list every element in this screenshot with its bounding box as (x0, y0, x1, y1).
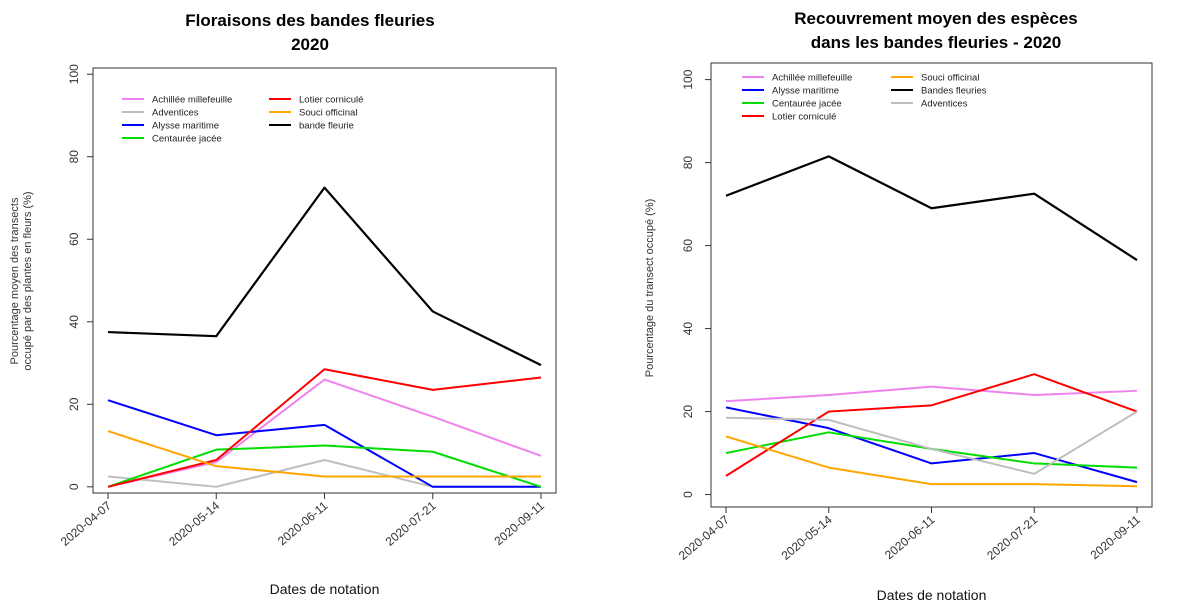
coverage-title-line: Recouvrement moyen des espèces (794, 9, 1077, 28)
coverage-legend-label: Lotier corniculé (772, 112, 836, 123)
coverage-title-line: dans les bandes fleuries - 2020 (811, 33, 1061, 52)
flowering-xtick-label: 2020-09-11 (492, 498, 548, 548)
coverage-chart: Recouvrement moyen des espèces dans les b… (589, 0, 1178, 603)
coverage-series-line-6 (725, 410, 1138, 475)
coverage-xtick-label: 2020-04-07 (676, 512, 732, 562)
flowering-ylabel-line: occupé par des plantes en fleurs (%) (22, 191, 34, 370)
coverage-xlabel: Dates de notation (877, 587, 987, 603)
flowering-xtick-label: 2020-07-21 (383, 498, 439, 548)
flowering-ytick-label: 80 (67, 150, 81, 164)
coverage-ylabel-line: Pourcentage du transect occupé (%) (644, 199, 656, 378)
flowering-series-line-2 (107, 399, 541, 488)
coverage-series-line-4 (725, 435, 1138, 488)
flowering-ytick-label: 0 (67, 483, 81, 490)
flowering-legend-label: Achillée millefeuille (152, 95, 232, 106)
flowering-legend-label: Centaurée jacée (152, 134, 222, 145)
flowering-series-line-4 (107, 368, 542, 488)
flowering-ylabel-line: Pourcentage moyen des transects (9, 197, 21, 364)
coverage-plot-frame (710, 62, 1153, 508)
flowering-xtick-label: 2020-06-11 (275, 498, 331, 548)
coverage-series-line-5 (725, 155, 1138, 262)
coverage-legend-label: Adventices (921, 99, 968, 110)
flowering-ytick-label: 60 (67, 232, 81, 246)
coverage-legend-label: Alysse maritime (772, 86, 839, 97)
flowering-ytick-label: 20 (67, 397, 81, 411)
flowering-legend-label: Adventices (152, 108, 199, 119)
coverage-ytick-label: 100 (681, 69, 695, 89)
flowering-chart-svg: Floraisons des bandes fleuries 2020 0 20 40 6… (9, 11, 557, 597)
flowering-plot-frame (92, 67, 557, 494)
coverage-xtick-label: 2020-09-11 (1088, 512, 1144, 562)
flowering-legend-label: bande fleurie (299, 121, 354, 132)
flowering-title-line: 2020 (291, 35, 329, 54)
coverage-xtick-label: 2020-07-21 (984, 512, 1040, 562)
flowering-xlabel: Dates de notation (270, 581, 380, 597)
coverage-legend-label: Centaurée jacée (772, 99, 842, 110)
coverage-ytick-label: 20 (681, 405, 695, 419)
flowering-ytick-label: 40 (67, 315, 81, 329)
coverage-chart-svg: Recouvrement moyen des espèces dans les b… (644, 9, 1153, 603)
coverage-series-line-0 (725, 385, 1138, 403)
flowering-series-line-5 (107, 430, 541, 478)
coverage-ytick-label: 80 (681, 156, 695, 170)
coverage-ytick-label: 0 (681, 491, 695, 498)
flowering-legend-label: Lotier corniculé (299, 95, 363, 106)
coverage-ytick-label: 60 (681, 239, 695, 253)
flowering-title-line: Floraisons des bandes fleuries (185, 11, 434, 30)
flowering-legend-label: Alysse maritime (152, 121, 219, 132)
coverage-series-line-3 (725, 373, 1138, 477)
coverage-legend-label: Souci officinal (921, 73, 979, 84)
flowering-series-line-6 (107, 186, 542, 367)
flowering-series-line-0 (107, 378, 542, 488)
flowering-series-line-3 (107, 444, 542, 488)
coverage-ytick-label: 40 (681, 322, 695, 336)
flowering-ytick-label: 100 (67, 64, 81, 84)
flowering-xtick-label: 2020-04-07 (58, 498, 114, 548)
coverage-series-line-1 (725, 406, 1138, 484)
flowering-xtick-label: 2020-05-14 (166, 498, 222, 548)
coverage-legend-label: Bandes fleuries (921, 86, 987, 97)
coverage-legend-label: Achillée millefeuille (772, 73, 852, 84)
flowering-legend-label: Souci officinal (299, 108, 357, 119)
coverage-xtick-label: 2020-06-11 (882, 512, 938, 562)
flowering-chart: Floraisons des bandes fleuries 2020 0 20 40 6… (9, 11, 557, 597)
coverage-xtick-label: 2020-05-14 (779, 512, 835, 562)
